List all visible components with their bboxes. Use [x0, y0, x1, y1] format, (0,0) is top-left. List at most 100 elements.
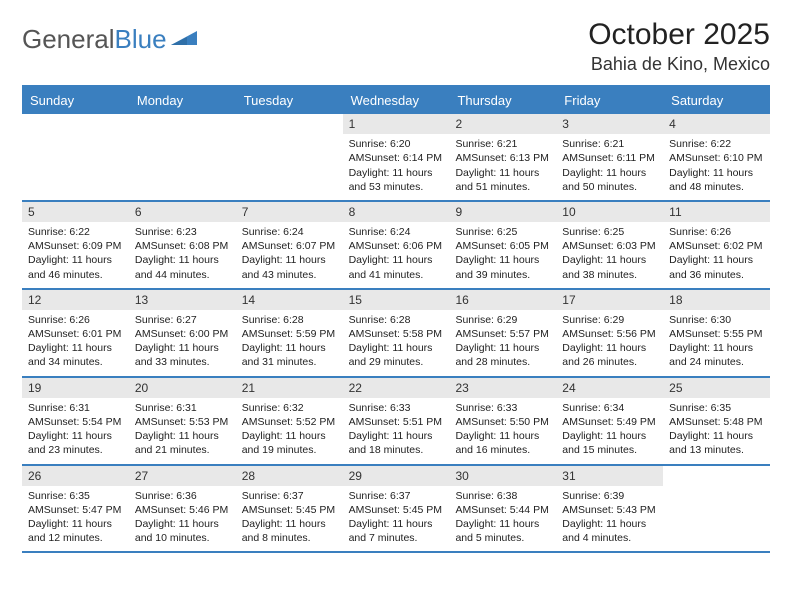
- day-number: 28: [236, 466, 343, 486]
- week-row: 5Sunrise: 6:22 AMSunset: 6:09 PMDaylight…: [22, 202, 770, 290]
- day-number: 14: [236, 290, 343, 310]
- day-cell: [663, 466, 770, 552]
- sunset-text: Sunset: 5:52 PM: [257, 416, 335, 428]
- week-row: 12Sunrise: 6:26 AMSunset: 6:01 PMDayligh…: [22, 290, 770, 378]
- day-cell: 9Sunrise: 6:25 AMSunset: 6:05 PMDaylight…: [449, 202, 556, 288]
- brand-name-b: Blue: [115, 24, 167, 54]
- day-cell: 2Sunrise: 6:21 AMSunset: 6:13 PMDaylight…: [449, 114, 556, 200]
- daylight-text: and 39 minutes.: [455, 268, 550, 282]
- day-cell: 4Sunrise: 6:22 AMSunset: 6:10 PMDaylight…: [663, 114, 770, 200]
- day-number: 15: [343, 290, 450, 310]
- day-cell: [22, 114, 129, 200]
- day-cell: 24Sunrise: 6:34 AMSunset: 5:49 PMDayligh…: [556, 378, 663, 464]
- daylight-text: and 5 minutes.: [455, 531, 550, 545]
- day-cell: 17Sunrise: 6:29 AMSunset: 5:56 PMDayligh…: [556, 290, 663, 376]
- day-number: 1: [343, 114, 450, 134]
- sunset-text: Sunset: 6:02 PM: [685, 240, 763, 252]
- sunset-text: Sunset: 5:45 PM: [364, 504, 442, 516]
- sunset-text: Sunset: 5:46 PM: [151, 504, 229, 516]
- daylight-text: and 19 minutes.: [242, 443, 337, 457]
- day-number: 9: [449, 202, 556, 222]
- daylight-text: Daylight: 11 hours: [669, 253, 764, 267]
- day-cell: 30Sunrise: 6:38 AMSunset: 5:44 PMDayligh…: [449, 466, 556, 552]
- daylight-text: Daylight: 11 hours: [349, 517, 444, 531]
- day-cell: 8Sunrise: 6:24 AMSunset: 6:06 PMDaylight…: [343, 202, 450, 288]
- daylight-text: and 18 minutes.: [349, 443, 444, 457]
- day-cell: [236, 114, 343, 200]
- day-cell: 23Sunrise: 6:33 AMSunset: 5:50 PMDayligh…: [449, 378, 556, 464]
- sunset-text: Sunset: 6:11 PM: [578, 152, 655, 164]
- weeks-container: 1Sunrise: 6:20 AMSunset: 6:14 PMDaylight…: [22, 114, 770, 553]
- day-number: 20: [129, 378, 236, 398]
- daylight-text: and 38 minutes.: [562, 268, 657, 282]
- weekday-header: Monday: [129, 87, 236, 114]
- daylight-text: and 29 minutes.: [349, 355, 444, 369]
- daylight-text: and 26 minutes.: [562, 355, 657, 369]
- daylight-text: and 48 minutes.: [669, 180, 764, 194]
- daylight-text: Daylight: 11 hours: [349, 429, 444, 443]
- day-number: 29: [343, 466, 450, 486]
- day-cell: 3Sunrise: 6:21 AMSunset: 6:11 PMDaylight…: [556, 114, 663, 200]
- daylight-text: and 46 minutes.: [28, 268, 123, 282]
- daylight-text: Daylight: 11 hours: [562, 253, 657, 267]
- daylight-text: Daylight: 11 hours: [28, 429, 123, 443]
- sunset-text: Sunset: 6:05 PM: [471, 240, 549, 252]
- daylight-text: Daylight: 11 hours: [28, 253, 123, 267]
- week-row: 26Sunrise: 6:35 AMSunset: 5:47 PMDayligh…: [22, 466, 770, 554]
- month-title: October 2025: [588, 18, 770, 52]
- sunset-text: Sunset: 5:56 PM: [578, 328, 656, 340]
- day-number: 25: [663, 378, 770, 398]
- day-number: 3: [556, 114, 663, 134]
- daylight-text: and 28 minutes.: [455, 355, 550, 369]
- title-block: October 2025 Bahia de Kino, Mexico: [588, 18, 770, 75]
- day-number: 22: [343, 378, 450, 398]
- day-cell: 6Sunrise: 6:23 AMSunset: 6:08 PMDaylight…: [129, 202, 236, 288]
- day-number: 8: [343, 202, 450, 222]
- day-number: 27: [129, 466, 236, 486]
- daylight-text: and 12 minutes.: [28, 531, 123, 545]
- daylight-text: Daylight: 11 hours: [669, 429, 764, 443]
- daylight-text: Daylight: 11 hours: [562, 429, 657, 443]
- day-number: 10: [556, 202, 663, 222]
- daylight-text: and 51 minutes.: [455, 180, 550, 194]
- header: GeneralBlue October 2025 Bahia de Kino, …: [22, 18, 770, 75]
- weekday, header: Thursday: [449, 87, 556, 114]
- day-cell: 15Sunrise: 6:28 AMSunset: 5:58 PMDayligh…: [343, 290, 450, 376]
- sunset-text: Sunset: 5:51 PM: [364, 416, 442, 428]
- day-cell: 26Sunrise: 6:35 AMSunset: 5:47 PMDayligh…: [22, 466, 129, 552]
- daylight-text: Daylight: 11 hours: [28, 517, 123, 531]
- day-cell: 12Sunrise: 6:26 AMSunset: 6:01 PMDayligh…: [22, 290, 129, 376]
- day-cell: [129, 114, 236, 200]
- day-number: 31: [556, 466, 663, 486]
- sunset-text: Sunset: 6:03 PM: [578, 240, 656, 252]
- daylight-text: Daylight: 11 hours: [562, 341, 657, 355]
- day-cell: 16Sunrise: 6:29 AMSunset: 5:57 PMDayligh…: [449, 290, 556, 376]
- daylight-text: and 33 minutes.: [135, 355, 230, 369]
- sunset-text: Sunset: 5:45 PM: [257, 504, 335, 516]
- weekday-header-row: Sunday Monday Tuesday Wednesday Thursday…: [22, 87, 770, 114]
- sunset-text: Sunset: 6:06 PM: [364, 240, 442, 252]
- weekday-header: Saturday: [663, 87, 770, 114]
- day-cell: 28Sunrise: 6:37 AMSunset: 5:45 PMDayligh…: [236, 466, 343, 552]
- day-number: 6: [129, 202, 236, 222]
- daylight-text: Daylight: 11 hours: [562, 517, 657, 531]
- sunset-text: Sunset: 6:09 PM: [44, 240, 122, 252]
- daylight-text: and 15 minutes.: [562, 443, 657, 457]
- day-number: 24: [556, 378, 663, 398]
- daylight-text: Daylight: 11 hours: [349, 341, 444, 355]
- day-cell: 29Sunrise: 6:37 AMSunset: 5:45 PMDayligh…: [343, 466, 450, 552]
- daylight-text: and 13 minutes.: [669, 443, 764, 457]
- day-number: 11: [663, 202, 770, 222]
- sunset-text: Sunset: 5:50 PM: [471, 416, 549, 428]
- daylight-text: and 21 minutes.: [135, 443, 230, 457]
- brand-mark-icon: [171, 27, 197, 52]
- day-number: 5: [22, 202, 129, 222]
- day-cell: 13Sunrise: 6:27 AMSunset: 6:00 PMDayligh…: [129, 290, 236, 376]
- daylight-text: Daylight: 11 hours: [349, 253, 444, 267]
- daylight-text: and 23 minutes.: [28, 443, 123, 457]
- brand-logo: GeneralBlue: [22, 24, 197, 55]
- daylight-text: Daylight: 11 hours: [242, 517, 337, 531]
- day-number: 4: [663, 114, 770, 134]
- daylight-text: and 36 minutes.: [669, 268, 764, 282]
- day-cell: 10Sunrise: 6:25 AMSunset: 6:03 PMDayligh…: [556, 202, 663, 288]
